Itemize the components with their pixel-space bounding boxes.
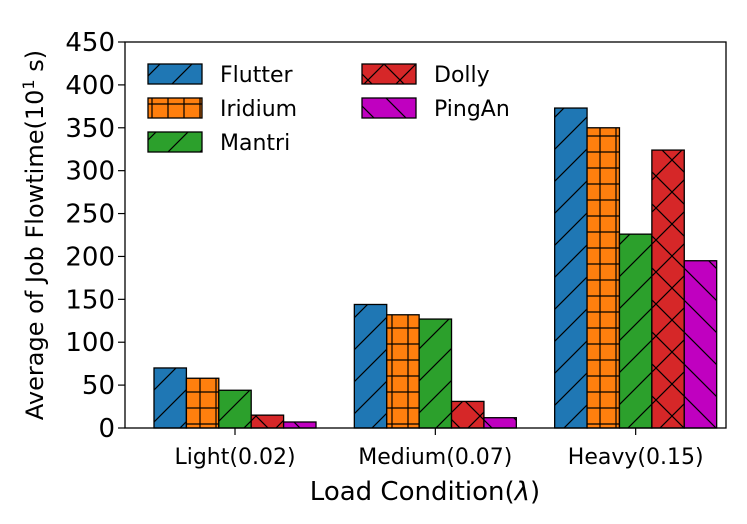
y-tick-label-250: 250 [65, 200, 115, 230]
y-tick-label-450: 450 [65, 28, 115, 58]
x-tick-label-heavy-0-15: Heavy(0.15) [568, 445, 704, 470]
x-axis-label-text: Load Condition( [310, 477, 515, 507]
bar-iridium-light-0-02-hatch [185, 377, 220, 429]
legend-pingan-label: PingAn [434, 97, 510, 122]
x-tick-label-light-0-02: Light(0.02) [174, 445, 295, 470]
legend-flutter-label: Flutter [220, 63, 293, 88]
bar-flutter-heavy-0-15-hatch [554, 107, 588, 429]
bar-dolly-medium-0-07-hatch [450, 400, 485, 429]
y-tick-label-0: 0 [98, 414, 115, 444]
legend-iridium-swatch-hatch [147, 97, 203, 119]
bar-dolly-light-0-02-hatch [250, 414, 285, 429]
y-tick-label-50: 50 [82, 371, 115, 401]
legend-dolly-label: Dolly [434, 63, 490, 88]
y-tick-label-100: 100 [65, 328, 115, 358]
bars-group [153, 107, 718, 429]
legend-mantri-swatch-hatch [147, 131, 203, 153]
legend-mantri-label: Mantri [220, 131, 290, 156]
legend-pingan-swatch-hatch [361, 97, 417, 119]
y-tick-label-300: 300 [65, 157, 115, 187]
y-axis: 0 50 100 150 200 250 300 350 400 450 [65, 28, 125, 444]
y-tick-label-400: 400 [65, 71, 115, 101]
x-axis-label: Load Condition(λ) [310, 477, 540, 507]
bar-pingan-heavy-0-15-hatch [683, 260, 718, 429]
y-axis-label-unit: s) [21, 50, 49, 80]
y-axis-label-exponent: 1 [19, 79, 38, 89]
y-axis-label-text: Average of Job Flowtime(10 [21, 90, 49, 420]
bar-iridium-heavy-0-15-hatch [586, 127, 621, 429]
x-tick-label-medium-0-07: Medium(0.07) [358, 445, 512, 470]
x-axis: Light(0.02) Medium(0.07) Heavy(0.15) [174, 428, 704, 470]
bar-dolly-heavy-0-15-hatch [651, 149, 685, 429]
y-axis-label: Average of Job Flowtime(101 s) [19, 50, 49, 420]
bar-flutter-medium-0-07-hatch [353, 303, 388, 429]
legend-iridium-label: Iridium [220, 97, 297, 122]
x-axis-label-close: ) [530, 477, 540, 507]
bar-mantri-medium-0-07-hatch [418, 318, 453, 429]
x-axis-label-symbol: λ [513, 477, 530, 507]
plot-frame [124, 41, 727, 429]
bar-mantri-heavy-0-15-hatch [618, 233, 653, 429]
y-tick-label-200: 200 [65, 242, 115, 272]
bar-flutter-light-0-02-hatch [153, 367, 188, 429]
legend: Flutter Iridium Mantri Dolly PingAn [147, 63, 510, 156]
bar-mantri-light-0-02-hatch [218, 389, 252, 429]
bar-pingan-light-0-02-hatch [282, 421, 317, 429]
bar-pingan-medium-0-07-hatch [483, 417, 517, 429]
legend-dolly-swatch-hatch [361, 63, 417, 85]
y-tick-label-150: 150 [65, 285, 115, 315]
bar-iridium-medium-0-07-hatch [386, 314, 420, 429]
y-tick-label-350: 350 [65, 114, 115, 144]
legend-flutter-swatch-hatch [147, 63, 203, 85]
